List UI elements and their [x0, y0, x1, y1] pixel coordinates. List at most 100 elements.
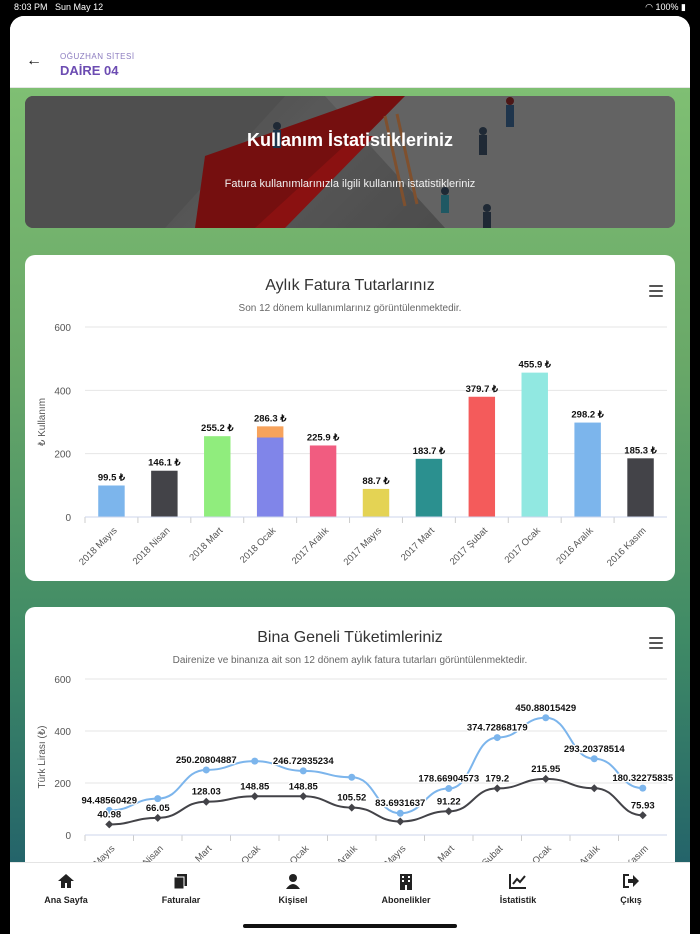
data-point — [105, 820, 114, 829]
data-point — [250, 792, 259, 801]
bar-data-label: 379.7 ₺ — [466, 384, 499, 395]
point-data-label: 215.95 — [531, 764, 561, 775]
hero-subtitle: Fatura kullanımlarınızla ilgili kullanım… — [224, 178, 476, 190]
data-point — [348, 773, 356, 781]
bar — [574, 422, 601, 517]
data-point — [251, 757, 259, 765]
tab-home[interactable]: Ana Sayfa — [16, 871, 116, 905]
x-tick-label: 2017 Mart — [399, 525, 437, 563]
point-data-label: 40.98 — [97, 809, 121, 820]
bottom-tab-bar: Ana Sayfa Faturalar Kişisel Abonelikler … — [10, 862, 690, 918]
data-point — [105, 806, 113, 814]
data-point — [299, 767, 307, 775]
point-data-label: 179.2 — [485, 773, 509, 784]
battery-icon: ▮ — [681, 2, 686, 12]
bar-data-label: 286.3 ₺ — [254, 413, 287, 424]
data-point — [590, 784, 599, 793]
status-time-text: 8:03 PM — [14, 2, 48, 12]
data-point — [202, 766, 210, 774]
data-point — [444, 807, 453, 816]
data-point — [396, 817, 405, 826]
page-header: ← OĞUZHAN SİTESİ DAİRE 04 — [10, 16, 690, 88]
x-tick-label: 2016 Kasım — [605, 525, 649, 569]
chart-line-icon — [468, 871, 568, 891]
chart2-menu-icon[interactable] — [649, 637, 663, 649]
bar-data-label: 99.5 ₺ — [98, 472, 126, 483]
bar-data-label: 225.9 ₺ — [307, 432, 340, 443]
point-data-label: 293.20378514 — [564, 744, 625, 755]
user-icon — [243, 871, 343, 891]
x-tick-label: 2017 Aralık — [290, 525, 332, 567]
status-time: 8:03 PM Sun May 12 — [14, 2, 103, 12]
point-data-label: 250.20804887 — [176, 755, 237, 766]
data-point — [445, 785, 453, 793]
point-data-label: 180.32275835 — [612, 773, 673, 784]
point-data-label: 450.88015429 — [515, 703, 576, 714]
point-data-label: 75.93 — [631, 800, 655, 811]
bar — [415, 458, 443, 517]
data-point — [590, 755, 598, 763]
tab-personal[interactable]: Kişisel — [243, 871, 343, 905]
x-tick-label: 2018 Mart — [187, 525, 225, 563]
chart1-title: Aylık Fatura Tutarlarınız — [265, 277, 435, 294]
x-tick-label: 2017 Ocak — [503, 525, 543, 565]
bar — [309, 445, 337, 517]
bar — [627, 458, 654, 517]
monthly-bills-card: Aylık Fatura Tutarlarınız Son 12 dönem k… — [25, 255, 675, 581]
building-consumption-card: Bina Geneli Tüketimleriniz Dairenize ve … — [25, 607, 675, 878]
point-data-label: 374.72868179 — [467, 723, 528, 734]
data-point — [493, 734, 501, 742]
point-data-label: 148.85 — [240, 781, 270, 792]
flat-name: DAİRE 04 — [60, 63, 119, 78]
tab-logout[interactable]: Çıkış — [581, 871, 681, 905]
y-tick-label: 400 — [54, 386, 71, 397]
scroll-content[interactable]: Kullanım İstatistikleriniz Fatura kullan… — [10, 88, 690, 878]
point-data-label: 246.72935234 — [273, 756, 334, 767]
data-point — [396, 809, 404, 817]
data-point — [541, 774, 550, 783]
data-point — [153, 813, 162, 822]
x-tick-label: 2017 Şubat — [448, 525, 490, 567]
y-tick-label: 0 — [65, 831, 71, 842]
point-data-label: 94.48560429 — [82, 795, 137, 806]
point-data-label: 91.22 — [437, 796, 461, 807]
series-line — [109, 777, 643, 826]
tab-home-label: Ana Sayfa — [44, 895, 88, 905]
battery-percent: 100% — [655, 2, 679, 12]
arrow-left-icon[interactable]: ← — [26, 52, 42, 69]
point-data-label: 178.66904573 — [418, 774, 479, 785]
chart1-subtitle: Son 12 dönem kullanımlarınız görüntülenm… — [238, 303, 462, 314]
y-tick-label: 200 — [54, 450, 71, 461]
bar-data-label: 255.2 ₺ — [201, 423, 234, 434]
x-tick-label: 2018 Mayıs — [77, 525, 120, 568]
bar — [521, 372, 548, 517]
data-point — [542, 714, 550, 722]
home-indicator — [243, 924, 457, 928]
tab-bills[interactable]: Faturalar — [131, 871, 231, 905]
point-data-label: 66.05 — [146, 803, 170, 814]
data-point — [202, 797, 211, 806]
tab-statistics-label: İstatistik — [499, 895, 537, 905]
bar-data-label: 146.1 ₺ — [148, 458, 181, 469]
tab-subscriptions[interactable]: Abonelikler — [356, 871, 456, 905]
bar — [468, 396, 496, 517]
x-tick-label: 2016 Aralık — [554, 525, 596, 567]
bar-data-label: 185.3 ₺ — [624, 445, 657, 456]
data-point — [154, 795, 162, 803]
bar-data-label: 298.2 ₺ — [571, 410, 604, 421]
y-tick-label: 400 — [54, 727, 71, 738]
status-right: ◠ 100% ▮ — [645, 2, 686, 13]
point-data-label: 128.03 — [192, 787, 221, 798]
bar-data-label: 88.7 ₺ — [362, 476, 390, 487]
chart1-menu-icon[interactable] — [649, 285, 663, 297]
tab-statistics[interactable]: İstatistik — [468, 871, 568, 905]
tab-personal-label: Kişisel — [278, 895, 308, 905]
chart2-subtitle: Dairenize ve binanıza ait son 12 dönem a… — [172, 655, 528, 666]
y-tick-label: 600 — [54, 675, 71, 686]
point-data-label: 83.6931637 — [375, 798, 425, 809]
tab-bills-label: Faturalar — [161, 895, 201, 905]
bar — [204, 436, 231, 517]
y-tick-label: 0 — [65, 513, 71, 524]
bar — [151, 470, 178, 517]
tab-logout-label: Çıkış — [620, 895, 642, 905]
